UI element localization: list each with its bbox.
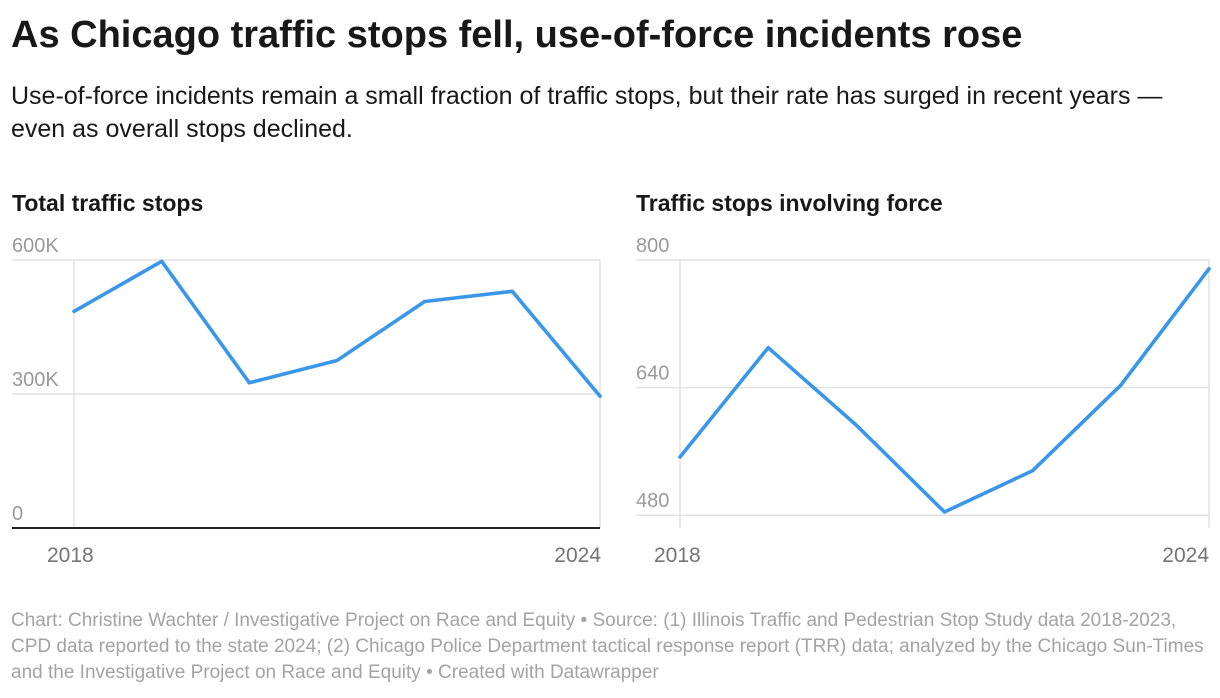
chart-title: As Chicago traffic stops fell, use-of-fo… (11, 14, 1023, 56)
y-tick-label: 480 (636, 490, 669, 512)
data-point (598, 394, 602, 398)
y-tick-label: 300K (12, 369, 59, 391)
x-tick-label: 2018 (47, 544, 94, 567)
x-tick-label: 2024 (554, 544, 601, 567)
x-tick-label: 2024 (1162, 544, 1209, 567)
data-point (1031, 469, 1035, 473)
panel-total-stops: 0 300K 600K 2018 2024 (12, 235, 602, 567)
data-point (160, 259, 164, 263)
x-tick-label: 2018 (654, 544, 701, 567)
data-point (1207, 267, 1211, 271)
source-note: Chart: Christine Wachter / Investigative… (11, 610, 1204, 683)
data-point (766, 346, 770, 350)
panel-title-total-stops: Total traffic stops (12, 190, 204, 216)
data-point (72, 309, 76, 313)
data-point (510, 289, 514, 293)
chart-subtitle: Use-of-force incidents remain a small fr… (11, 82, 1163, 143)
panel-force-stops: 480 640 800 2018 2024 (636, 235, 1211, 567)
series-line (72, 259, 602, 399)
data-point (423, 300, 427, 304)
data-point (678, 455, 682, 459)
series-line (678, 266, 1211, 514)
y-tick-label: 0 (12, 503, 23, 525)
panel-title-force-stops: Traffic stops involving force (636, 190, 943, 216)
y-tick-label: 600K (12, 235, 59, 257)
data-point (943, 510, 947, 514)
charts-canvas: 0 300K 600K 2018 2024 480 640 800 2018 2024 (12, 235, 1211, 567)
y-tick-label: 640 (636, 363, 669, 385)
y-tick-label: 800 (636, 235, 669, 257)
data-point (1119, 383, 1123, 387)
data-point (335, 359, 339, 363)
data-point (854, 423, 858, 427)
data-point (247, 381, 251, 385)
